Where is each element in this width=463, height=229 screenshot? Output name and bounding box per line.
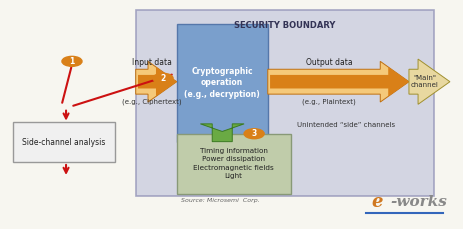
Text: 2: 2 [160,74,166,83]
Text: Side-channel analysis: Side-channel analysis [22,138,106,147]
Polygon shape [270,67,409,96]
FancyBboxPatch shape [13,123,115,162]
Text: Output data: Output data [306,58,352,67]
Text: (e.g., Ciphertext): (e.g., Ciphertext) [122,99,181,105]
Text: Source: Microsemi  Corp.: Source: Microsemi Corp. [181,198,260,203]
Polygon shape [138,67,177,96]
Polygon shape [409,59,450,104]
Text: Timing information
Power dissipation
Electromagnetic fields
Light: Timing information Power dissipation Ele… [193,148,274,180]
Text: e: e [371,193,383,211]
Text: 1: 1 [69,57,75,66]
FancyBboxPatch shape [177,24,268,142]
Text: Input data: Input data [132,58,172,67]
Text: Cryptographic
operation
(e.g., decryption): Cryptographic operation (e.g., decryptio… [184,67,260,99]
Circle shape [244,129,264,139]
Circle shape [153,73,173,83]
Text: "Main"
channel: "Main" channel [411,75,439,88]
Polygon shape [200,124,244,142]
Circle shape [62,56,82,66]
Text: -works: -works [391,195,448,209]
Polygon shape [136,61,177,102]
FancyBboxPatch shape [136,11,434,196]
Polygon shape [268,61,409,102]
Text: (e.g., Plaintext): (e.g., Plaintext) [302,99,356,105]
Text: SECURITY BOUNDARY: SECURITY BOUNDARY [234,21,336,30]
Text: 3: 3 [251,129,257,138]
FancyBboxPatch shape [177,134,291,194]
Text: Unintended “side” channels: Unintended “side” channels [297,122,395,128]
